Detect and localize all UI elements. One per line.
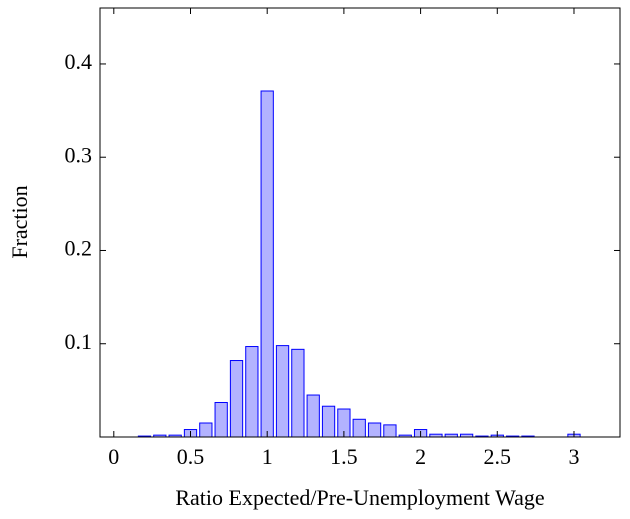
- y-tick-label: 0.4: [65, 49, 93, 74]
- x-axis-label: Ratio Expected/Pre-Unemployment Wage: [175, 485, 544, 510]
- bar: [321, 405, 336, 438]
- bar: [275, 345, 290, 438]
- bar: [383, 424, 397, 438]
- y-tick-label: 0.1: [65, 329, 93, 354]
- bar: [306, 394, 320, 438]
- y-tick-label: 0.3: [65, 142, 93, 167]
- x-tick-label: 3: [568, 444, 579, 469]
- x-tick-label: 1: [262, 444, 273, 469]
- y-tick-label: 0.2: [65, 236, 93, 261]
- bar: [229, 360, 244, 438]
- bar: [214, 401, 228, 438]
- bar: [245, 346, 259, 438]
- plot-frame: [99, 7, 621, 438]
- x-tick-label: 2.5: [484, 444, 512, 469]
- x-tick-label: 2: [415, 444, 426, 469]
- bar: [260, 90, 274, 438]
- bar: [367, 422, 382, 438]
- x-tick-label: 1.5: [330, 444, 358, 469]
- bar: [199, 422, 213, 438]
- x-tick-label: 0: [108, 444, 119, 469]
- y-axis-label: Fraction: [7, 185, 32, 258]
- bar: [291, 348, 305, 438]
- bar: [352, 418, 366, 438]
- x-tick-label: 0.5: [177, 444, 205, 469]
